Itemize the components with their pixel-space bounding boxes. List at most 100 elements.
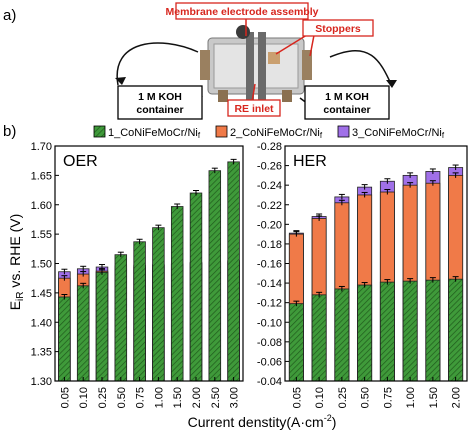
bar-her-s1-0 [288,303,304,382]
bar-oer-s1-1 [76,285,90,382]
y-tick-label-oer-0: 1.30 [31,376,52,388]
y-tick-label-oer-3: 1.45 [31,288,52,300]
bar-her-s1-3 [357,284,373,382]
y-tick-label-oer-5: 1.55 [31,229,52,241]
y-tick-label-oer-2: 1.40 [31,317,52,329]
y-tick-label-her-12: -0.28 [257,141,282,153]
panel-label-a: a) [3,7,16,24]
y-axis-title: EiR vs. RHE (V) [7,214,26,311]
stopper-center [268,52,280,64]
container-right-line2: container [323,104,370,116]
y-tick-label-her-0: -0.04 [257,376,282,388]
flow-arrow-left-top [116,42,199,86]
callout-re: RE inlet [234,103,274,115]
arrowhead-right [386,80,397,88]
y-tick-label-her-1: -0.06 [257,356,282,368]
bar-oer-s1-5 [152,227,165,382]
x-tick-label-oer-4: 0.75 [135,387,147,408]
bar-oer-s1-7 [189,192,203,382]
y-tick-label-her-11: -0.26 [257,161,282,173]
callout-mea: Membrane electrode assembly [166,6,319,18]
inlet-right [282,90,292,102]
y-tick-label-her-2: -0.08 [257,337,282,349]
x-tick-label-her-1: 0.10 [314,387,326,408]
callout-box-stoppers [302,19,374,37]
x-tick-label-oer-5: 1.00 [153,387,165,408]
her-chart: HER -0.04 -0.06 -0.08 -0.10 -0.12 -0.14 -0.16 -0… [257,141,468,408]
bar-oer-s1-6 [170,206,184,382]
y-tick-label-her-7: -0.18 [257,239,282,251]
stopper-left [200,50,210,80]
arrowhead-left [115,77,126,85]
legend-swatch-3 [337,125,350,138]
x-axis-title: Current denstity(A·cm-2) [188,413,337,430]
oer-chart: OER 1.30 1.35 1.40 1.45 1.50 1.55 1.60 1.65 1.70 0… [31,141,244,408]
callout-box-mea [175,2,309,20]
bar-oer-s1-0 [58,296,71,382]
legend-label-2: 2_CoNiFeMoCr/Nif [230,127,323,140]
chart-title-her: HER [293,153,327,170]
y-tick-label-her-10: -0.24 [257,180,282,192]
x-tick-label-oer-1: 0.10 [78,387,90,408]
x-tick-label-oer-9: 3.00 [229,387,241,408]
container-box-left [117,85,203,120]
bar-oer-s1-2 [95,271,109,382]
bar-her-s1-1 [311,294,327,382]
bar-oer-s1-8 [208,170,222,382]
chart-title-oer: OER [63,153,98,170]
electrode-cap [236,25,250,39]
device-photo [115,18,397,119]
x-tick-label-oer-6: 1.50 [172,387,184,408]
x-tick-label-her-5: 1.00 [405,387,417,408]
x-tick-label-her-4: 0.75 [382,387,394,408]
panel-label-b: b) [3,123,16,140]
stopper-right [302,50,312,80]
membrane-plate-2 [258,32,266,100]
callout-line-re [251,83,256,103]
flow-arrow-right-top [329,50,393,87]
bar-her-s1-4 [379,281,395,382]
legend-swatch-2 [215,125,228,138]
x-tick-label-oer-0: 0.05 [59,387,71,408]
y-tick-label-her-3: -0.10 [257,317,282,329]
y-tick-label-her-6: -0.16 [257,259,282,271]
x-tick-label-her-2: 0.25 [337,387,349,408]
bar-oer-s1-3 [114,254,128,382]
x-tick-label-her-7: 2.00 [451,387,463,408]
inlet-left [218,90,228,102]
container-left-line1: 1 M KOH [138,91,182,103]
x-tick-label-her-6: 1.50 [428,387,440,408]
legend-label-3: 3_CoNiFeMoCr/Nif [352,127,445,140]
y-tick-label-her-9: -0.22 [257,200,282,212]
container-right-line1: 1 M KOH [325,91,369,103]
callout-box-re [227,99,281,117]
y-tick-label-her-5: -0.14 [257,278,282,290]
x-tick-label-oer-2: 0.25 [97,387,109,408]
container-box-right [304,85,390,120]
x-tick-label-oer-7: 2.00 [191,387,203,408]
container-left-line2: container [136,104,183,116]
bar-oer-s1-9 [227,161,240,382]
membrane-plate [246,32,254,100]
y-tick-label-her-4: -0.12 [257,298,282,310]
bar-her-s1-5 [402,280,418,382]
y-tick-label-oer-8: 1.70 [31,141,52,153]
bar-her-s1-7 [448,278,464,382]
bar-oer-s1-4 [133,241,146,382]
x-tick-label-oer-3: 0.50 [116,387,128,408]
cell-window [213,43,299,89]
x-tick-label-her-0: 0.05 [291,387,303,408]
x-tick-label-oer-8: 2.50 [210,387,222,408]
legend-swatch-1 [93,125,106,138]
bar-her-s1-6 [425,279,441,382]
x-tick-label-her-3: 0.50 [360,387,372,408]
bar-her-s1-2 [334,288,350,382]
y-tick-label-oer-4: 1.50 [31,259,52,271]
y-tick-label-her-8: -0.20 [257,219,282,231]
y-tick-label-oer-7: 1.65 [31,170,52,182]
y-tick-label-oer-6: 1.60 [31,200,52,212]
legend-label-1: 1_CoNiFeMoCr/Nif [108,127,201,140]
y-tick-label-oer-1: 1.35 [31,347,52,359]
callout-stoppers: Stoppers [315,23,361,35]
